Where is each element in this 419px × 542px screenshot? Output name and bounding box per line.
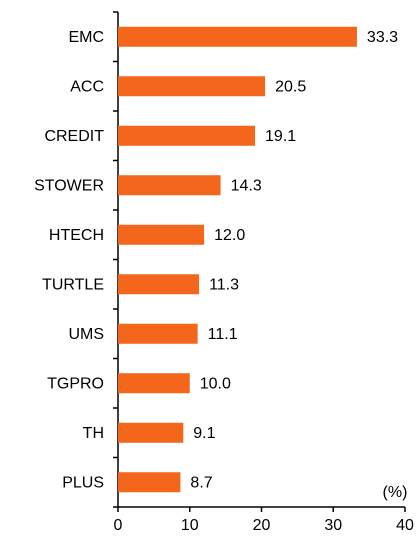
- y-tick-label: TGPRO: [47, 375, 104, 392]
- bar: [118, 26, 357, 47]
- value-label: 11.1: [208, 326, 238, 343]
- x-tick-label: 0: [114, 517, 123, 534]
- y-tick-label: UMS: [68, 326, 104, 343]
- y-tick-label: PLUS: [62, 474, 104, 491]
- value-label: 12.0: [214, 227, 245, 244]
- bar: [118, 125, 256, 146]
- bar: [118, 274, 200, 295]
- y-tick-label: HTECH: [49, 227, 104, 244]
- bar: [118, 373, 190, 394]
- unit-label: (%): [383, 484, 408, 501]
- x-tick-label: 10: [181, 517, 199, 534]
- x-tick-label: 20: [253, 517, 271, 534]
- y-tick-label: TURTLE: [42, 276, 104, 293]
- value-label: 11.3: [209, 276, 239, 293]
- value-label: 14.3: [231, 177, 262, 194]
- x-tick-label: 40: [396, 517, 414, 534]
- bar: [118, 175, 221, 196]
- value-label: 19.1: [265, 128, 296, 145]
- bar: [118, 224, 205, 245]
- bar: [118, 76, 266, 97]
- bar: [118, 422, 184, 443]
- value-label: 33.3: [367, 29, 398, 46]
- x-tick-label: 30: [324, 517, 342, 534]
- value-label: 10.0: [200, 375, 231, 392]
- y-tick-label: ACC: [70, 78, 104, 95]
- bar: [118, 323, 198, 344]
- y-tick-label: EMC: [68, 29, 104, 46]
- value-label: 20.5: [275, 78, 306, 95]
- y-tick-label: TH: [83, 425, 104, 442]
- y-tick-label: STOWER: [34, 177, 104, 194]
- y-tick-label: CREDIT: [44, 128, 104, 145]
- value-label: 9.1: [193, 425, 215, 442]
- bar: [118, 472, 181, 493]
- value-label: 8.7: [190, 474, 212, 491]
